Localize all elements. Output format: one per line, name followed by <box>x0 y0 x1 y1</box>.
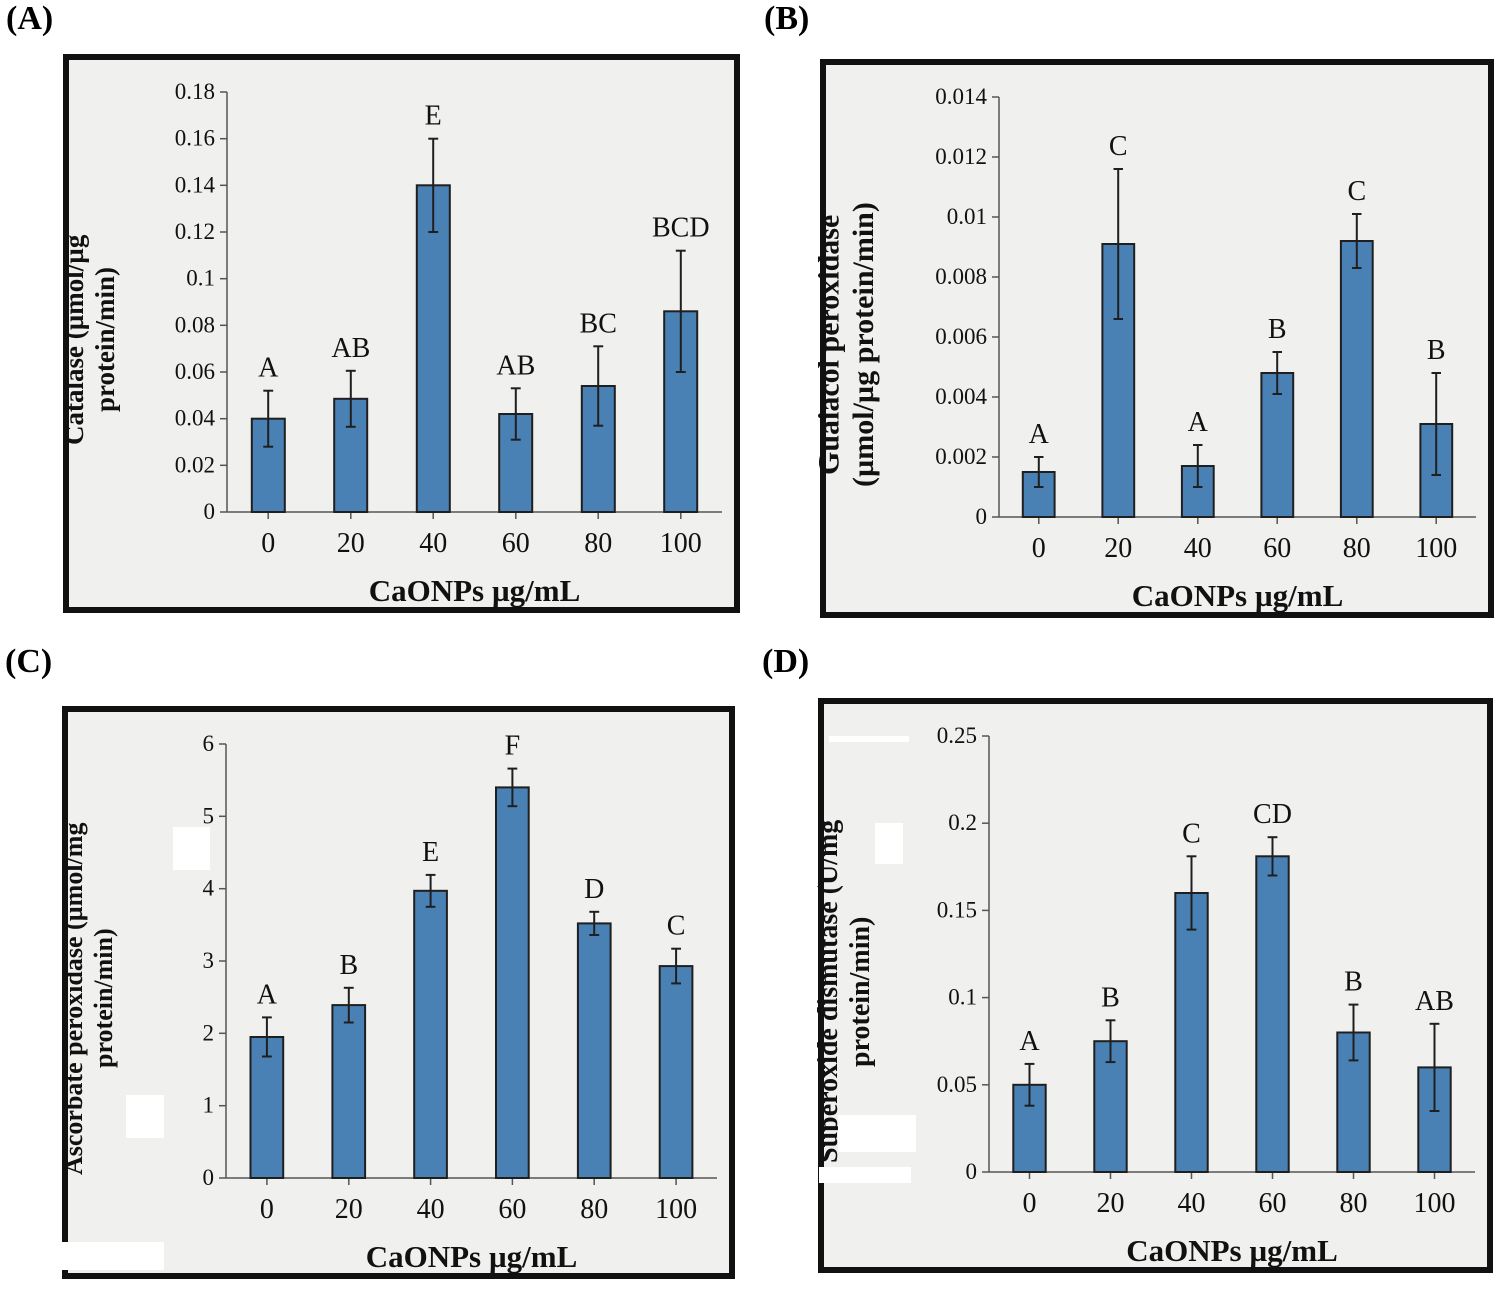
svg-text:A: A <box>1019 1026 1040 1057</box>
svg-text:80: 80 <box>1340 1188 1368 1219</box>
svg-text:0.006: 0.006 <box>935 324 987 349</box>
svg-text:0.1: 0.1 <box>186 266 215 291</box>
svg-text:20: 20 <box>1097 1188 1125 1219</box>
svg-text:0.16: 0.16 <box>175 126 215 151</box>
svg-text:40: 40 <box>417 1194 445 1225</box>
svg-text:C: C <box>1182 818 1201 849</box>
svg-text:60: 60 <box>502 528 530 559</box>
svg-text:100: 100 <box>1414 1188 1456 1219</box>
svg-text:BC: BC <box>580 308 617 339</box>
svg-text:0: 0 <box>1023 1188 1037 1219</box>
svg-text:B: B <box>1344 967 1363 998</box>
svg-text:B: B <box>1268 314 1287 345</box>
svg-text:F: F <box>505 731 521 762</box>
svg-text:C: C <box>1109 131 1128 162</box>
svg-text:B: B <box>1427 335 1446 366</box>
svg-text:0.14: 0.14 <box>175 172 216 197</box>
svg-text:0: 0 <box>260 1194 274 1225</box>
svg-text:0.01: 0.01 <box>947 204 987 229</box>
svg-text:20: 20 <box>335 1194 363 1225</box>
svg-text:60: 60 <box>1259 1188 1287 1219</box>
svg-text:A: A <box>1029 419 1050 450</box>
svg-text:40: 40 <box>1178 1188 1206 1219</box>
svg-text:0.12: 0.12 <box>175 219 215 244</box>
svg-text:0: 0 <box>966 1159 978 1184</box>
svg-text:AB: AB <box>1415 986 1454 1017</box>
svg-text:60: 60 <box>1263 533 1291 564</box>
svg-text:2: 2 <box>203 1020 215 1045</box>
svg-text:C: C <box>667 911 686 942</box>
svg-text:0: 0 <box>976 504 988 529</box>
svg-text:0.15: 0.15 <box>937 897 977 922</box>
svg-text:5: 5 <box>203 803 215 828</box>
svg-text:100: 100 <box>1415 533 1457 564</box>
svg-text:3: 3 <box>203 948 215 973</box>
svg-text:1: 1 <box>203 1093 215 1118</box>
svg-text:D: D <box>584 874 604 905</box>
svg-text:E: E <box>422 837 439 868</box>
svg-text:BCD: BCD <box>652 213 710 244</box>
svg-text:0.012: 0.012 <box>935 144 987 169</box>
svg-text:4: 4 <box>203 876 215 901</box>
svg-text:0.18: 0.18 <box>175 79 215 104</box>
svg-text:CaONPs µg/mL: CaONPs µg/mL <box>1132 578 1344 613</box>
svg-text:6: 6 <box>203 731 215 756</box>
svg-text:0.04: 0.04 <box>175 406 216 431</box>
svg-text:CaONPs µg/mL: CaONPs µg/mL <box>1126 1233 1338 1268</box>
svg-text:20: 20 <box>1104 533 1132 564</box>
svg-text:0: 0 <box>204 499 216 524</box>
svg-text:CaONPs µg/mL: CaONPs µg/mL <box>366 1239 578 1274</box>
svg-text:0.25: 0.25 <box>937 723 977 748</box>
svg-text:80: 80 <box>1343 533 1371 564</box>
svg-text:60: 60 <box>498 1194 526 1225</box>
svg-text:0.014: 0.014 <box>935 84 987 109</box>
svg-text:40: 40 <box>1184 533 1212 564</box>
svg-text:0: 0 <box>261 528 275 559</box>
svg-text:0.05: 0.05 <box>937 1072 977 1097</box>
svg-text:B: B <box>339 950 358 981</box>
svg-text:AB: AB <box>331 333 370 364</box>
svg-text:CD: CD <box>1253 799 1292 830</box>
svg-text:0.002: 0.002 <box>935 444 987 469</box>
svg-text:0.008: 0.008 <box>935 264 987 289</box>
svg-text:40: 40 <box>419 528 447 559</box>
svg-text:20: 20 <box>337 528 365 559</box>
svg-text:100: 100 <box>655 1194 697 1225</box>
svg-text:B: B <box>1101 982 1120 1013</box>
svg-text:0.1: 0.1 <box>948 985 977 1010</box>
svg-text:0.06: 0.06 <box>175 359 215 384</box>
svg-text:C: C <box>1347 176 1366 207</box>
svg-text:A: A <box>258 353 279 384</box>
svg-text:0.2: 0.2 <box>948 810 977 835</box>
svg-text:0.02: 0.02 <box>175 452 215 477</box>
svg-text:0.08: 0.08 <box>175 312 215 337</box>
svg-text:0: 0 <box>203 1165 215 1190</box>
svg-text:80: 80 <box>584 528 612 559</box>
svg-text:E: E <box>425 101 442 132</box>
svg-text:0.004: 0.004 <box>935 384 987 409</box>
svg-text:AB: AB <box>496 350 535 381</box>
svg-text:0: 0 <box>1032 533 1046 564</box>
svg-text:A: A <box>1188 407 1209 438</box>
svg-text:CaONPs µg/mL: CaONPs µg/mL <box>369 573 581 608</box>
svg-text:A: A <box>257 979 278 1010</box>
svg-text:100: 100 <box>660 528 702 559</box>
svg-text:80: 80 <box>580 1194 608 1225</box>
